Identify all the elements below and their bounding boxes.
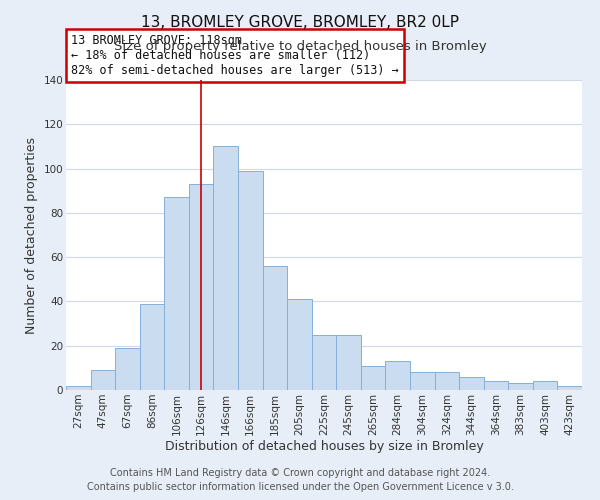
Bar — [385, 361, 410, 390]
Bar — [287, 299, 312, 390]
Bar — [312, 334, 336, 390]
Bar — [164, 198, 189, 390]
X-axis label: Distribution of detached houses by size in Bromley: Distribution of detached houses by size … — [164, 440, 484, 454]
Bar — [66, 386, 91, 390]
Bar — [434, 372, 459, 390]
Text: Contains public sector information licensed under the Open Government Licence v : Contains public sector information licen… — [86, 482, 514, 492]
Bar — [115, 348, 140, 390]
Bar — [484, 381, 508, 390]
Bar — [533, 381, 557, 390]
Bar — [189, 184, 214, 390]
Text: 13, BROMLEY GROVE, BROMLEY, BR2 0LP: 13, BROMLEY GROVE, BROMLEY, BR2 0LP — [141, 15, 459, 30]
Bar — [459, 376, 484, 390]
Text: 13 BROMLEY GROVE: 118sqm
← 18% of detached houses are smaller (112)
82% of semi-: 13 BROMLEY GROVE: 118sqm ← 18% of detach… — [71, 34, 399, 77]
Bar — [214, 146, 238, 390]
Bar — [238, 171, 263, 390]
Bar — [91, 370, 115, 390]
Bar — [557, 386, 582, 390]
Y-axis label: Number of detached properties: Number of detached properties — [25, 136, 38, 334]
Bar — [508, 384, 533, 390]
Text: Contains HM Land Registry data © Crown copyright and database right 2024.: Contains HM Land Registry data © Crown c… — [110, 468, 490, 477]
Text: Size of property relative to detached houses in Bromley: Size of property relative to detached ho… — [113, 40, 487, 53]
Bar — [336, 334, 361, 390]
Bar — [361, 366, 385, 390]
Bar — [140, 304, 164, 390]
Bar — [410, 372, 434, 390]
Bar — [263, 266, 287, 390]
